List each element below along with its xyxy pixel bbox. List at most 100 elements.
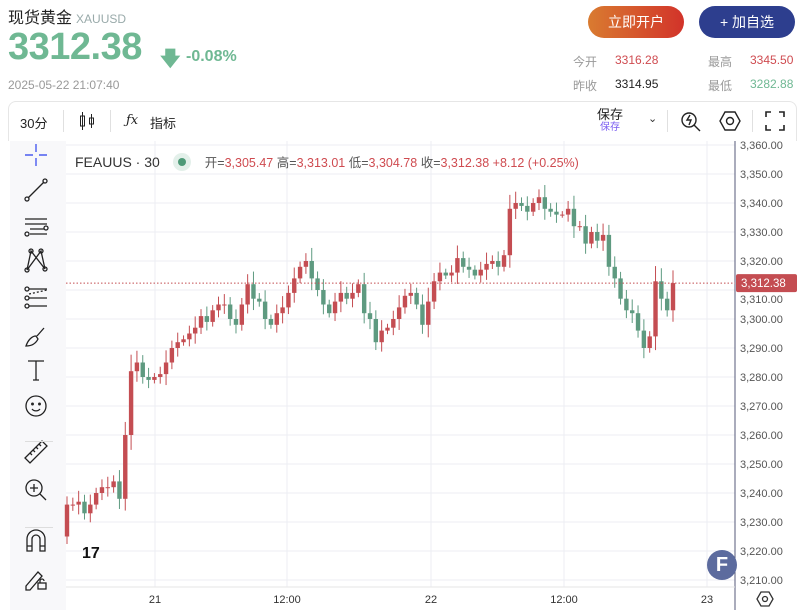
candle-body [600,234,606,241]
candle-body [280,307,285,314]
y-tick-label: 3,330.00 [740,227,783,239]
candle-body [152,377,157,380]
interval-selector[interactable]: 30分 [20,116,48,131]
divider [110,110,111,132]
prev-close-label: 昨收 [573,79,598,93]
candle-body [292,278,297,293]
candle-body [396,307,402,319]
y-tick-label: 3,320.00 [740,256,783,268]
candle-body [379,330,384,343]
candle-body [647,336,652,348]
last-price-label: 3,312.38 [741,278,786,290]
y-tick-label: 3,270.00 [740,401,783,413]
candle-body [466,266,472,270]
indicators-button[interactable]: 指标 [150,116,177,131]
save-button[interactable]: 保存 保存 [597,107,624,133]
candle-body [70,504,76,506]
y-tick-label: 3,300.00 [740,314,783,326]
x-tick-label: 23 [701,594,713,606]
pattern-icon[interactable] [22,246,50,274]
fx-icon[interactable]: ƒx [126,113,139,128]
trend-line-icon[interactable] [22,176,50,204]
today-open-label: 今开 [573,55,598,69]
candle-body [659,281,664,299]
x-tick-label: 22 [425,594,437,606]
candle-body [169,348,175,363]
tradingview-logo: 17 [82,545,100,562]
fib-icon[interactable] [22,284,50,312]
candle-body [216,304,221,311]
last-price-tag [736,274,797,293]
quick-search-icon[interactable] [680,110,702,132]
candlestick-type-icon[interactable] [79,111,95,131]
candle-body [239,304,245,325]
divider [667,110,668,132]
candle-body [222,304,227,306]
current-price: 3312.38 [8,26,142,68]
candle-body [93,493,99,505]
add-watchlist-button[interactable]: + 加自选 [699,6,795,38]
candle-body [431,281,437,302]
candle-body [140,362,145,377]
candle-body [356,284,361,293]
candle-body [495,261,501,267]
candle-body [257,298,262,302]
y-tick-label: 3,260.00 [740,430,783,442]
market-status-icon [173,153,192,171]
timestamp: 2025-05-22 21:07:40 [8,78,120,92]
divider [63,110,64,132]
candle-body [606,234,612,267]
candle-body [402,295,408,308]
candle-body [670,283,676,311]
candle-body [420,304,425,325]
chevron-down-icon[interactable]: ⌄ [648,113,658,125]
lock-drawing-icon[interactable] [22,564,50,592]
text-icon[interactable] [22,356,50,384]
candle-body [123,435,128,499]
candle-body [134,362,140,372]
candle-body [227,304,233,319]
candle-body [536,197,542,203]
brush-icon[interactable] [22,322,50,350]
y-tick-label: 3,290.00 [740,343,783,355]
candle-body [99,487,105,493]
horizontal-lines-icon[interactable] [22,212,50,240]
emoji-icon[interactable] [22,392,50,420]
candle-body [408,292,413,296]
fullscreen-icon[interactable] [765,111,785,131]
candle-body [245,284,250,305]
settings-hexagon-icon[interactable] [718,110,742,132]
candle-body [560,214,565,216]
candle-body [303,261,309,267]
candle-body [128,371,134,435]
candle-body [309,261,314,279]
candle-body [327,304,332,314]
candle-body [175,342,180,348]
magnet-icon[interactable] [22,526,50,554]
candle-body [653,281,658,337]
symbol-code: XAUUSD [76,12,127,26]
chart-settings-icon[interactable] [756,591,774,607]
candle-body [198,316,204,328]
crosshair-icon[interactable] [22,141,50,169]
candle-body [426,301,431,325]
ohlc-legend: FEAUUS · 30 开=3,305.47 高=3,313.01 低=3,30… [75,153,579,171]
x-tick-label: 12:00 [550,594,578,606]
candle-body [472,269,478,276]
candle-body [437,272,443,282]
candle-body [297,266,303,279]
f-badge-icon[interactable]: F [707,550,737,580]
ruler-icon[interactable] [22,438,50,466]
open-account-button[interactable]: 立即开户 [588,6,684,38]
legend-change: +8.12 (+0.25%) [492,156,579,170]
candle-body [455,258,460,273]
candle-body [181,339,186,343]
divider [752,110,753,132]
candle-body [210,310,215,322]
y-tick-label: 3,360.00 [740,140,783,152]
y-tick-label: 3,220.00 [740,546,783,558]
x-tick-label: 12:00 [273,594,301,606]
zoom-in-icon[interactable] [22,476,50,504]
candle-body [595,232,600,241]
